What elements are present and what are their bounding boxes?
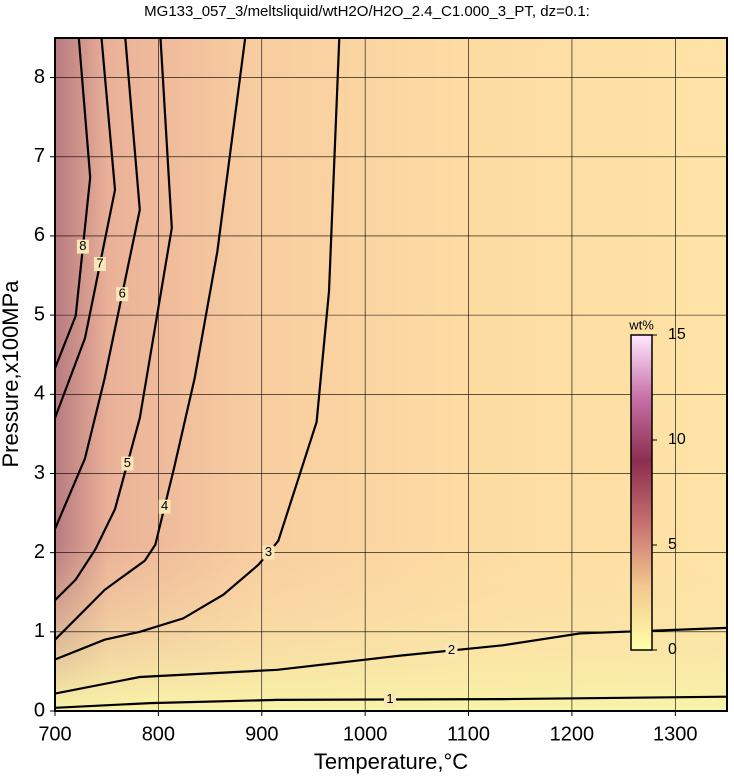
colorbar-tick-label: 10 [668,431,686,448]
contour-label-box [76,239,89,254]
y-tick-label: 3 [34,462,45,484]
contour-label: 6 [119,286,126,301]
contour-label-box [93,257,106,272]
contour-line [54,37,341,661]
colorbar-tick-label: 5 [668,536,677,553]
colorbar [630,334,653,651]
y-axis-label: Pressure,x100MPa [0,280,23,468]
contour-label-box [262,545,275,560]
x-axis-label: Temperature,°C [314,749,468,774]
contour-label-box [116,287,129,302]
contour-label-box [383,692,396,707]
contour-line [54,695,728,709]
contour-label: 5 [124,455,131,470]
y-tick-label: 0 [34,699,45,721]
contour-label: 8 [79,238,86,253]
y-tick-label: 7 [34,145,45,167]
contour-label: 2 [448,642,455,657]
y-tick-label: 2 [34,541,45,563]
x-tick-label: 800 [142,723,175,745]
plot-shade [55,38,727,711]
contour-label-box [158,499,171,514]
contour-label: 7 [96,255,103,270]
plot-frame [54,37,728,712]
x-tick-label: 1300 [653,723,698,745]
x-tick-label: 1000 [343,723,388,745]
contour-line [54,626,728,695]
y-tick-label: 5 [34,303,45,325]
chart-title: MG133_057_3/meltsliquid/wtH2O/H2O_2.4_C1… [144,3,590,20]
contour-label-box [445,643,458,658]
x-tick-label: 1200 [550,723,595,745]
colorbar-tick-label: 0 [668,641,677,658]
colorbar-tick-label: 15 [668,326,686,343]
contour-label: 3 [265,544,272,559]
y-tick-label: 8 [34,66,45,88]
y-tick-label: 1 [34,620,45,642]
contour-line [54,37,247,641]
x-tick-label: 900 [245,723,278,745]
contour-line [53,37,141,530]
contour-line [54,37,173,601]
x-tick-label: 700 [38,723,71,745]
contour-label: 1 [386,691,393,706]
y-tick-label: 4 [34,383,45,405]
contour-label-box [121,456,134,471]
colorbar-label: wt% [628,317,654,332]
y-tick-label: 6 [34,224,45,246]
contour-label: 4 [161,498,168,513]
x-tick-label: 1100 [447,723,490,745]
